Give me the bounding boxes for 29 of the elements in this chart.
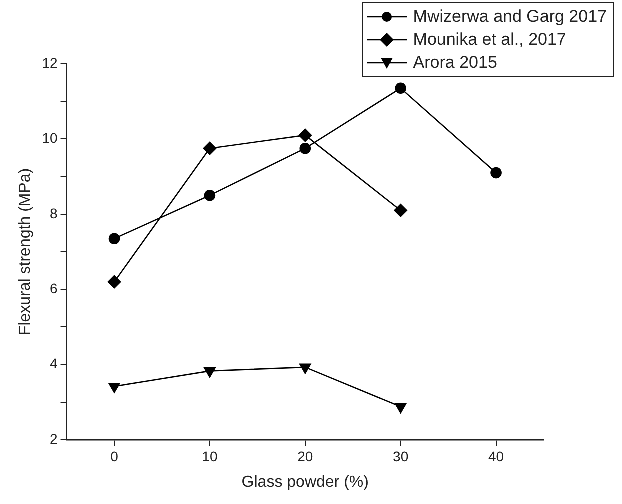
x-tick-label: 20 (298, 448, 314, 464)
point (203, 142, 217, 156)
point (108, 233, 120, 244)
legend-label: Mounika et al., 2017 (413, 29, 566, 51)
x-axis-title: Glass powder (%) (242, 474, 369, 491)
point (298, 128, 312, 142)
point (300, 364, 312, 374)
y-tick-label: 2 (50, 430, 58, 447)
y-tick-label: 4 (50, 356, 58, 372)
y-tick-label: 10 (42, 130, 58, 146)
point (394, 403, 407, 414)
x-tick-label: 0 (110, 448, 119, 464)
y-tick-label: 8 (50, 205, 58, 222)
x-tick-label: 40 (488, 448, 504, 464)
point (394, 204, 408, 218)
point (108, 382, 120, 394)
point (204, 190, 216, 202)
y-tick-label: 6 (50, 280, 58, 296)
point (300, 142, 312, 154)
legend-label: Arora 2015 (413, 52, 498, 74)
point (395, 82, 406, 94)
y-axis-title: Flexural strength (MPa) (17, 168, 34, 336)
legend-label: Mwizerwa and Garg 2017 (413, 6, 607, 28)
x-tick-label: 10 (202, 448, 218, 464)
point (490, 167, 502, 179)
y-tick-label: 12 (42, 54, 58, 71)
point (108, 275, 122, 289)
x-tick-label: 30 (393, 448, 409, 464)
point (204, 368, 216, 378)
